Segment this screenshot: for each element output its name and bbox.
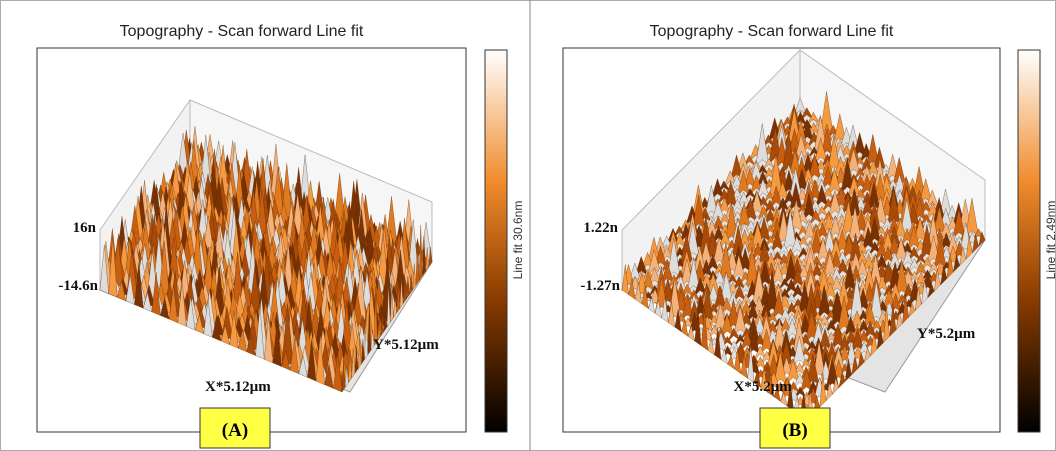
y-axis-label: Y*5.12µm: [373, 337, 439, 353]
colorbar: [1018, 50, 1040, 432]
panel-title: Topography - Scan forward Line fit: [120, 23, 364, 40]
panel-label: (B): [782, 420, 807, 441]
y-axis-label: Y*5.2µm: [917, 326, 976, 342]
z-min-label: -1.27n: [580, 278, 620, 294]
x-axis-label: X*5.2µm: [734, 379, 793, 395]
z-min-label: -14.6n: [58, 278, 98, 294]
z-max-label: 16n: [73, 220, 97, 236]
z-max-label: 1.22n: [583, 220, 618, 236]
colorbar-label: Line fit 2.49nm: [1044, 201, 1056, 280]
panel: Topography - Scan forward Line fit Line f…: [563, 23, 1056, 448]
colorbar: [485, 50, 507, 432]
panel-label: (A): [222, 420, 248, 441]
x-axis-label: X*5.12µm: [205, 379, 271, 395]
panel-title: Topography - Scan forward Line fit: [650, 23, 894, 40]
panel: Topography - Scan forward Line fit Line f…: [37, 23, 525, 448]
figure: Topography - Scan forward Line fit Line f…: [0, 0, 1056, 451]
colorbar-label: Line fit 30.6nm: [511, 201, 525, 280]
